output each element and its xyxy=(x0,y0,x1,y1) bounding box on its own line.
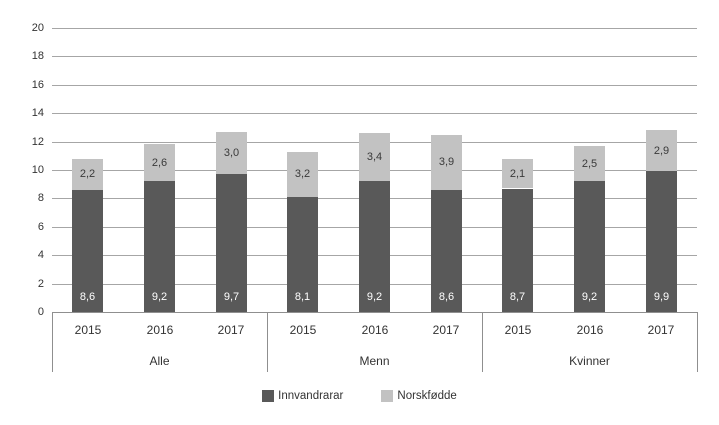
gridline xyxy=(52,28,697,29)
bar-segment-innvandrarar xyxy=(431,189,462,312)
group-divider xyxy=(267,312,268,372)
y-tick-label: 14 xyxy=(31,107,44,119)
group-divider xyxy=(482,312,483,372)
group-label: Alle xyxy=(149,354,170,368)
bar-segment-norskfodde xyxy=(574,145,605,182)
year-tick-label: 2017 xyxy=(217,323,245,337)
group-label: Menn xyxy=(359,354,390,368)
legend-item-label: Innvandrarar xyxy=(278,390,344,402)
bar-value-label: 9,9 xyxy=(653,291,670,303)
bar-segment-innvandrarar xyxy=(359,181,390,312)
gridline xyxy=(52,56,697,57)
y-tick-label: 20 xyxy=(31,22,44,34)
y-tick-label: 18 xyxy=(31,50,44,62)
y-tick-label: 0 xyxy=(37,306,44,318)
bar-value-label: 9,2 xyxy=(366,291,383,303)
bar-value-label: 3,9 xyxy=(438,156,455,169)
bar-segment-norskfodde xyxy=(144,144,175,182)
bar-segment-innvandrarar xyxy=(574,181,605,312)
year-tick-label: 2015 xyxy=(74,323,102,337)
year-tick-label: 2015 xyxy=(289,323,317,337)
year-tick-label: 2016 xyxy=(576,323,604,337)
bar-segment-innvandrarar xyxy=(646,171,677,312)
bar-segment-innvandrarar xyxy=(502,188,533,312)
bar-segment-innvandrarar xyxy=(216,174,247,312)
legend-item: Innvandrarar xyxy=(262,390,343,402)
legend-swatch-innvandrarar xyxy=(262,390,275,402)
bar-value-label: 2,1 xyxy=(509,167,526,180)
year-tick-label: 2016 xyxy=(146,323,174,337)
axis-baseline xyxy=(52,312,697,313)
legend-item: Norskfødde xyxy=(381,390,457,402)
y-tick-label: 16 xyxy=(31,79,44,91)
y-tick-label: 4 xyxy=(37,249,44,261)
legend-item-label: Norskfødde xyxy=(397,390,457,402)
bar-value-label: 9,2 xyxy=(581,291,598,303)
y-tick-label: 2 xyxy=(37,278,44,290)
group-divider xyxy=(697,312,698,372)
bar-segment-norskfodde xyxy=(72,158,103,190)
bar-segment-norskfodde xyxy=(359,133,390,182)
bar-value-label: 2,2 xyxy=(79,168,96,181)
bar-value-label: 8,7 xyxy=(509,291,526,303)
bar-value-label: 8,6 xyxy=(438,291,455,303)
y-tick-label: 12 xyxy=(31,136,44,148)
year-tick-label: 2015 xyxy=(504,323,532,337)
year-tick-label: 2017 xyxy=(432,323,460,337)
bar-segment-norskfodde xyxy=(502,158,533,189)
legend-swatch-norskfodde xyxy=(381,390,394,402)
bar-value-label: 2,9 xyxy=(653,144,670,157)
year-tick-label: 2016 xyxy=(361,323,389,337)
gridline xyxy=(52,85,697,86)
bar-value-label: 8,1 xyxy=(294,291,311,303)
gridline xyxy=(52,113,697,114)
bar-value-label: 2,5 xyxy=(581,157,598,170)
year-tick-label: 2017 xyxy=(647,323,675,337)
bar-segment-norskfodde xyxy=(216,131,247,175)
bar-segment-innvandrarar xyxy=(72,189,103,312)
bar-segment-norskfodde xyxy=(287,151,318,197)
bar-segment-norskfodde xyxy=(646,130,677,172)
bar-value-label: 9,7 xyxy=(223,291,240,303)
y-tick-label: 10 xyxy=(31,164,44,176)
y-tick-label: 6 xyxy=(37,221,44,233)
bar-value-label: 3,4 xyxy=(366,151,383,164)
group-divider xyxy=(52,312,53,372)
legend: Innvandrarar Norskfødde xyxy=(0,387,719,405)
group-label: Kvinner xyxy=(569,354,610,368)
bar-value-label: 3,2 xyxy=(294,168,311,181)
bar-segment-innvandrarar xyxy=(287,197,318,312)
bar-segment-innvandrarar xyxy=(144,181,175,312)
bar-value-label: 9,2 xyxy=(151,291,168,303)
bar-segment-norskfodde xyxy=(431,134,462,190)
y-tick-label: 8 xyxy=(37,192,44,204)
bar-value-label: 8,6 xyxy=(79,291,96,303)
bar-value-label: 3,0 xyxy=(223,147,240,159)
bar-value-label: 2,6 xyxy=(151,156,168,169)
